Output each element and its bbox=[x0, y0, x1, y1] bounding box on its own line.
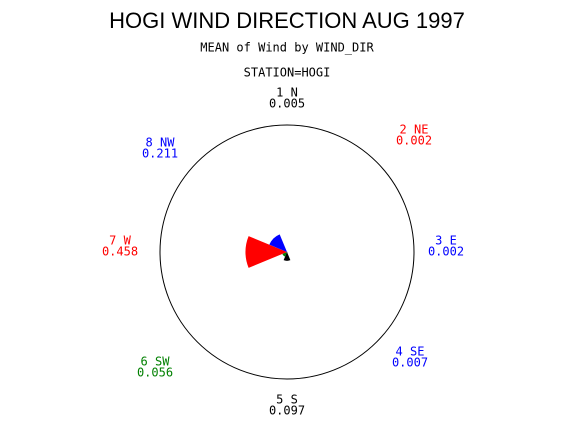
value-label: 0.002 bbox=[396, 134, 432, 148]
category-label: 7 W bbox=[109, 234, 131, 248]
chart-subtitle: MEAN of Wind by WIND_DIR bbox=[200, 41, 374, 55]
category-label: 2 NE bbox=[400, 123, 429, 137]
value-label: 0.458 bbox=[102, 245, 138, 259]
wedge bbox=[283, 252, 291, 261]
category-label: 1 N bbox=[276, 86, 298, 100]
chart-title: HOGI WIND DIRECTION AUG 1997 bbox=[109, 8, 465, 33]
category-label: 8 NW bbox=[146, 136, 176, 150]
value-label: 0.056 bbox=[137, 366, 173, 380]
category-label: 4 SE bbox=[396, 345, 425, 359]
wedge bbox=[269, 234, 287, 252]
category-label: 6 SW bbox=[141, 355, 171, 369]
value-label: 0.211 bbox=[142, 147, 178, 161]
outer-circle bbox=[159, 124, 415, 380]
category-label: 3 E bbox=[435, 234, 457, 248]
value-label: 0.005 bbox=[269, 97, 305, 111]
wedge bbox=[287, 252, 288, 253]
value-label: 0.007 bbox=[392, 356, 428, 370]
wedge bbox=[245, 236, 287, 268]
category-label: 5 S bbox=[276, 393, 298, 407]
station-label: STATION=HOGI bbox=[244, 66, 331, 80]
wedge bbox=[282, 252, 287, 257]
value-label: 0.002 bbox=[428, 245, 464, 259]
value-label: 0.097 bbox=[269, 404, 305, 418]
